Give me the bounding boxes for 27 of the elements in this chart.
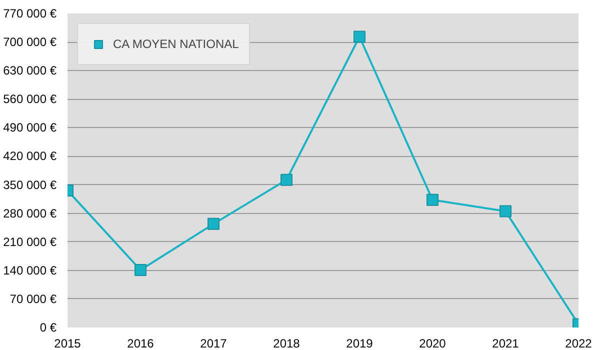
y-tick-label: 630 000 €: [3, 64, 57, 78]
y-tick-label: 0 €: [40, 320, 57, 334]
y-tick-label: 700 000 €: [3, 35, 57, 50]
point: [354, 30, 366, 43]
x-tick-label: 2015: [54, 336, 82, 350]
y-tick-label: 420 000 €: [3, 149, 57, 164]
y-tick-label: 210 000 €: [3, 234, 57, 249]
y-tick-label: 280 000 €: [3, 206, 57, 220]
point: [500, 205, 512, 218]
y-tick-label: 350 000 €: [3, 178, 57, 192]
x-tick-label: 2022: [565, 336, 592, 350]
y-tick-label: 770 000 €: [3, 6, 57, 20]
x-tick-label: 2019: [346, 336, 374, 350]
y-tick-label: 490 000 €: [3, 120, 57, 135]
point: [134, 264, 146, 276]
x-tick-label: 2018: [273, 336, 300, 350]
point: [280, 174, 292, 186]
x-tick-label: 2021: [492, 336, 520, 350]
point: [426, 194, 438, 206]
x-tick-label: 2017: [200, 336, 228, 350]
point: [208, 218, 220, 230]
y-tick-label: 70 000 €: [10, 292, 57, 306]
y-tick-label: 140 000 €: [3, 263, 57, 278]
x-tick-label: 2020: [419, 336, 446, 350]
x-tick-label: 2016: [127, 336, 154, 350]
legend-label: CA MOYEN NATIONAL: [113, 37, 239, 51]
y-tick-label: 560 000 €: [3, 92, 57, 106]
